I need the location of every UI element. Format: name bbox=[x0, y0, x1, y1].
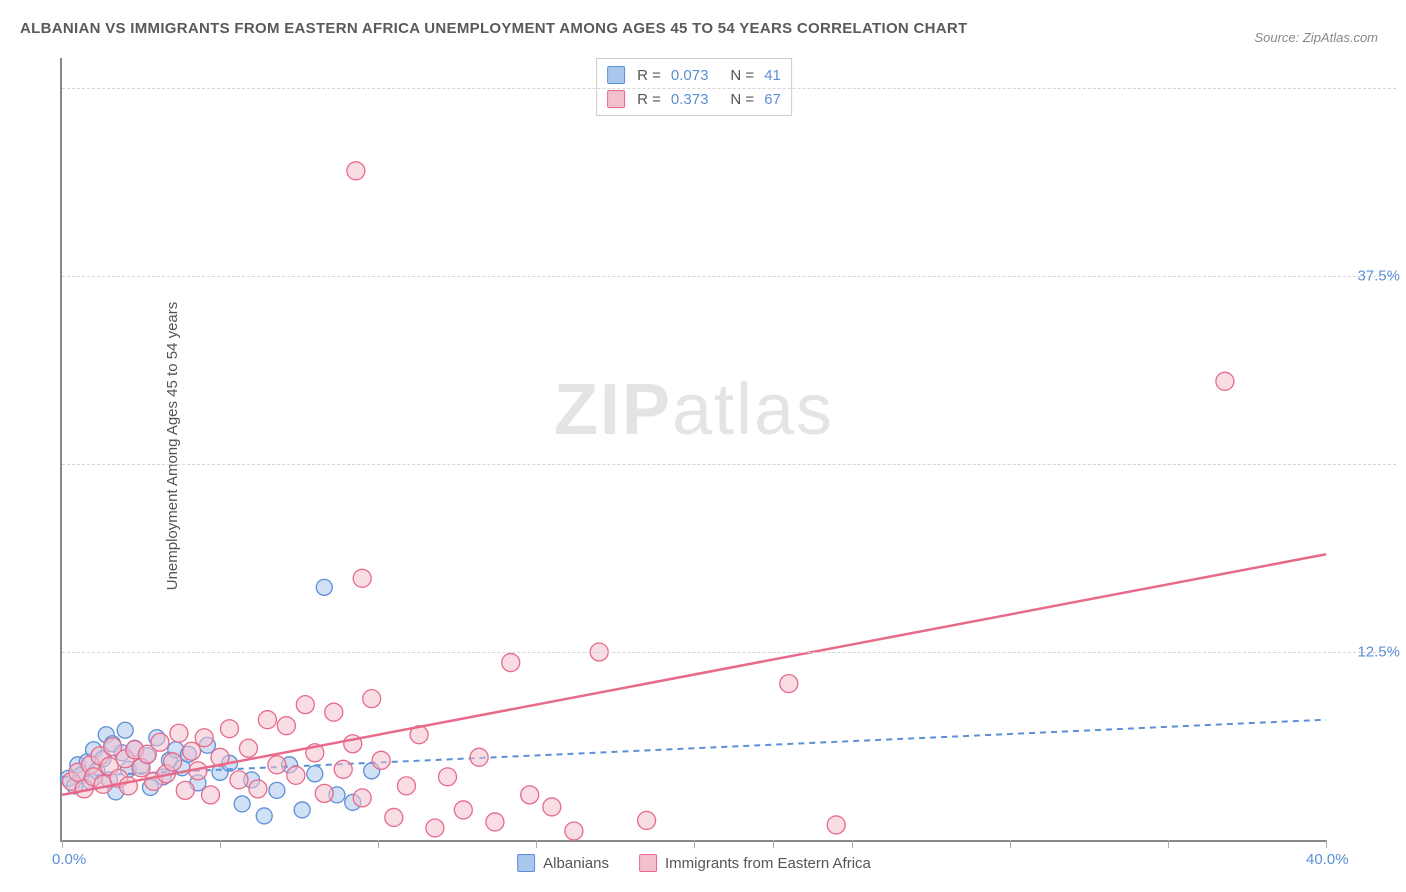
gridline bbox=[62, 464, 1396, 465]
data-point bbox=[239, 739, 257, 757]
data-point bbox=[325, 703, 343, 721]
legend-swatch bbox=[607, 66, 625, 84]
data-point bbox=[1216, 372, 1234, 390]
data-point bbox=[454, 801, 472, 819]
x-tick bbox=[773, 840, 774, 848]
data-point bbox=[164, 753, 182, 771]
stats-row: R = 0.373 N = 67 bbox=[607, 87, 781, 111]
data-point bbox=[268, 756, 286, 774]
data-point bbox=[565, 822, 583, 840]
gridline bbox=[62, 276, 1396, 277]
x-tick bbox=[1168, 840, 1169, 848]
data-point bbox=[521, 786, 539, 804]
x-tick bbox=[220, 840, 221, 848]
data-point bbox=[439, 768, 457, 786]
data-point bbox=[426, 819, 444, 837]
data-point bbox=[195, 729, 213, 747]
data-point bbox=[397, 777, 415, 795]
y-tick-label: 37.5% bbox=[1357, 268, 1400, 285]
data-point bbox=[486, 813, 504, 831]
x-tick-label: 0.0% bbox=[52, 851, 86, 868]
data-point bbox=[294, 802, 310, 818]
data-point bbox=[176, 781, 194, 799]
source-attribution: Source: ZipAtlas.com bbox=[1254, 30, 1378, 45]
data-point bbox=[372, 751, 390, 769]
legend-label: Albanians bbox=[543, 855, 609, 872]
data-point bbox=[353, 569, 371, 587]
x-tick bbox=[62, 840, 63, 848]
x-tick bbox=[852, 840, 853, 848]
stats-legend-box: R = 0.073 N = 41 R = 0.373 N = 67 bbox=[596, 58, 792, 116]
data-point bbox=[827, 816, 845, 834]
data-point bbox=[347, 162, 365, 180]
data-point bbox=[543, 798, 561, 816]
x-tick bbox=[1326, 840, 1327, 848]
bottom-legend: Albanians Immigrants from Eastern Africa bbox=[517, 854, 871, 872]
stat-r-value: 0.073 bbox=[671, 67, 709, 84]
data-point bbox=[277, 717, 295, 735]
y-tick-label: 12.5% bbox=[1357, 644, 1400, 661]
data-point bbox=[170, 724, 188, 742]
data-point bbox=[256, 808, 272, 824]
data-point bbox=[363, 690, 381, 708]
data-point bbox=[470, 748, 488, 766]
data-point bbox=[780, 675, 798, 693]
legend-swatch bbox=[607, 90, 625, 108]
legend-item: Immigrants from Eastern Africa bbox=[639, 854, 871, 872]
stat-n-value: 41 bbox=[764, 67, 781, 84]
data-point bbox=[334, 760, 352, 778]
data-point bbox=[220, 720, 238, 738]
data-point bbox=[296, 696, 314, 714]
stat-r-label: R = bbox=[637, 67, 661, 84]
legend-swatch bbox=[639, 854, 657, 872]
data-point bbox=[315, 784, 333, 802]
legend-label: Immigrants from Eastern Africa bbox=[665, 855, 871, 872]
data-point bbox=[249, 780, 267, 798]
stats-row: R = 0.073 N = 41 bbox=[607, 63, 781, 87]
data-point bbox=[202, 786, 220, 804]
data-point bbox=[258, 711, 276, 729]
data-point bbox=[151, 733, 169, 751]
data-point bbox=[385, 808, 403, 826]
gridline bbox=[62, 652, 1396, 653]
stat-r-label: R = bbox=[637, 91, 661, 108]
data-point bbox=[316, 579, 332, 595]
stat-n-label: N = bbox=[730, 67, 754, 84]
data-point bbox=[502, 654, 520, 672]
data-point bbox=[353, 789, 371, 807]
chart-title: ALBANIAN VS IMMIGRANTS FROM EASTERN AFRI… bbox=[20, 20, 968, 37]
data-point bbox=[234, 796, 250, 812]
gridline bbox=[62, 88, 1396, 89]
stat-n-label: N = bbox=[730, 91, 754, 108]
stat-n-value: 67 bbox=[764, 91, 781, 108]
data-point bbox=[119, 777, 137, 795]
data-point bbox=[638, 811, 656, 829]
data-point bbox=[287, 766, 305, 784]
x-tick bbox=[378, 840, 379, 848]
x-tick bbox=[694, 840, 695, 848]
stat-r-value: 0.373 bbox=[671, 91, 709, 108]
chart-svg bbox=[62, 58, 1326, 840]
legend-item: Albanians bbox=[517, 854, 609, 872]
data-point bbox=[307, 766, 323, 782]
data-point bbox=[230, 771, 248, 789]
x-tick bbox=[1010, 840, 1011, 848]
x-tick-label: 40.0% bbox=[1306, 851, 1349, 868]
data-point bbox=[117, 722, 133, 738]
data-point bbox=[269, 782, 285, 798]
x-tick bbox=[536, 840, 537, 848]
trend-line bbox=[62, 554, 1326, 795]
legend-swatch bbox=[517, 854, 535, 872]
plot-area: ZIPatlas R =0.073N =41R =0.373N =67 Alba… bbox=[60, 58, 1326, 842]
